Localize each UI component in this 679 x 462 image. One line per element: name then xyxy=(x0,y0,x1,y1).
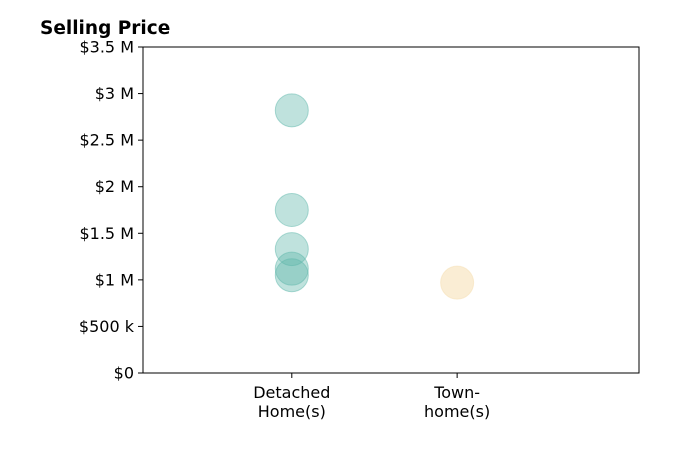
y-tick-label: $2 M xyxy=(95,177,134,196)
y-tick-label: $1.5 M xyxy=(79,224,134,243)
y-tick-label: $500 k xyxy=(79,317,135,336)
y-tick-label: $3.5 M xyxy=(79,38,134,57)
data-point xyxy=(274,93,309,128)
y-tick-label: $3 M xyxy=(95,84,134,103)
data-point xyxy=(274,232,309,267)
x-tick-label: Detached xyxy=(253,383,330,402)
data-point xyxy=(274,258,309,293)
data-point xyxy=(274,193,309,227)
y-tick-label: $0 xyxy=(114,364,134,383)
data-point xyxy=(440,265,475,300)
x-tick-label: Town- xyxy=(433,383,480,402)
chart-title: Selling Price xyxy=(40,18,170,39)
y-tick-label: $1 M xyxy=(95,270,134,289)
plot-frame xyxy=(142,46,640,374)
x-tick-label: Home(s) xyxy=(258,402,326,421)
y-tick-label: $2.5 M xyxy=(79,131,134,150)
x-tick-label: home(s) xyxy=(424,402,490,421)
y-axis: $0 $500 k $1 M $1.5 M $2 M $2.5 M $3 M $3.5 M xyxy=(79,38,143,383)
plot-area xyxy=(142,46,640,374)
